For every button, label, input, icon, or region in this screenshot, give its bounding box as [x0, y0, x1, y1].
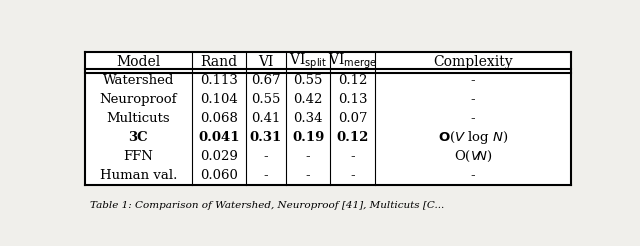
Text: 0.13: 0.13 — [338, 93, 367, 106]
Text: VI$_{\mathrm{split}}$: VI$_{\mathrm{split}}$ — [289, 52, 327, 71]
Text: Table 1: Comparison of Watershed, Neuroproof [41], Multicuts [C...: Table 1: Comparison of Watershed, Neurop… — [90, 201, 444, 210]
Text: 0.041: 0.041 — [198, 131, 239, 144]
Text: 0.060: 0.060 — [200, 169, 238, 182]
Text: 3C: 3C — [129, 131, 148, 144]
Text: $\mathbf{O}$($\mathit{V}$ log $\mathit{N}$): $\mathbf{O}$($\mathit{V}$ log $\mathit{N… — [438, 129, 508, 146]
Text: VI$_{\mathrm{merge}}$: VI$_{\mathrm{merge}}$ — [328, 52, 377, 71]
Text: 0.55: 0.55 — [252, 93, 281, 106]
Text: -: - — [264, 169, 268, 182]
Text: -: - — [351, 150, 355, 163]
Text: -: - — [306, 169, 310, 182]
Text: Multicuts: Multicuts — [106, 112, 170, 125]
Text: -: - — [471, 93, 476, 106]
Text: 0.19: 0.19 — [292, 131, 324, 144]
Text: 0.41: 0.41 — [252, 112, 281, 125]
Text: Complexity: Complexity — [433, 55, 513, 69]
Text: -: - — [306, 150, 310, 163]
Text: -: - — [471, 169, 476, 182]
Text: Neuroproof: Neuroproof — [100, 93, 177, 106]
Text: Watershed: Watershed — [102, 74, 174, 87]
Text: Human val.: Human val. — [100, 169, 177, 182]
Text: O($\mathit{V\!N}$): O($\mathit{V\!N}$) — [454, 149, 493, 164]
Text: 0.12: 0.12 — [337, 131, 369, 144]
Text: 0.55: 0.55 — [294, 74, 323, 87]
Text: 0.068: 0.068 — [200, 112, 238, 125]
Text: 0.113: 0.113 — [200, 74, 238, 87]
Text: -: - — [264, 150, 268, 163]
Text: -: - — [471, 112, 476, 125]
Text: -: - — [471, 74, 476, 87]
Text: 0.31: 0.31 — [250, 131, 282, 144]
Text: 0.42: 0.42 — [294, 93, 323, 106]
Text: -: - — [351, 169, 355, 182]
Text: 0.67: 0.67 — [251, 74, 281, 87]
Text: 0.029: 0.029 — [200, 150, 238, 163]
Text: VI: VI — [259, 55, 274, 69]
Text: 0.104: 0.104 — [200, 93, 237, 106]
Text: Model: Model — [116, 55, 161, 69]
Bar — [85, 52, 571, 185]
Text: Rand: Rand — [200, 55, 237, 69]
Text: 0.12: 0.12 — [338, 74, 367, 87]
Text: 0.07: 0.07 — [338, 112, 367, 125]
Text: 0.34: 0.34 — [293, 112, 323, 125]
Text: FFN: FFN — [124, 150, 153, 163]
